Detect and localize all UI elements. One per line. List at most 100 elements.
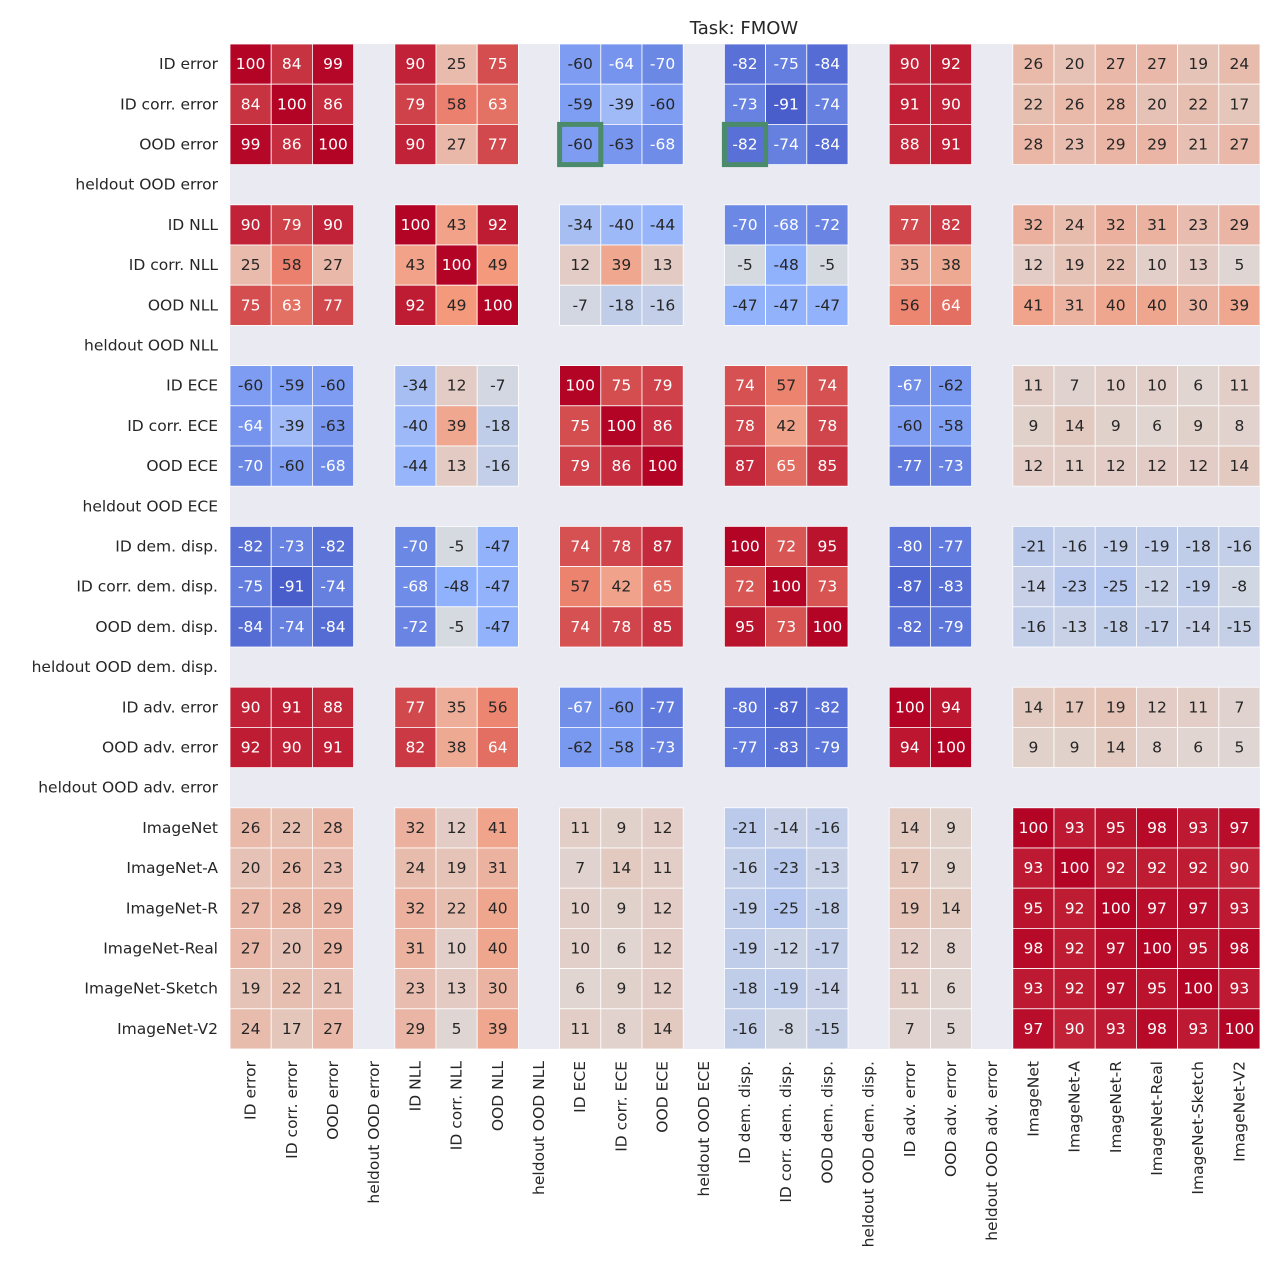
cell-value-label: 40: [1147, 296, 1167, 314]
cell-value-label: 97: [1024, 1020, 1044, 1038]
heatmap-cell: [641, 526, 684, 568]
cell-value-label: 35: [447, 698, 467, 716]
cell-value-label: 74: [818, 377, 838, 395]
cell-value-label: 40: [488, 899, 508, 917]
cell-value-label: -13: [1062, 618, 1087, 636]
heatmap-cell: [1136, 968, 1179, 1010]
cell-value-label: 100: [1225, 1020, 1255, 1038]
x-tick-label-ood-adv-error: OOD adv. error: [942, 1060, 960, 1177]
cell-value-label: 75: [488, 55, 508, 73]
heatmap-cell: [1136, 928, 1179, 970]
x-tick-label-ood-ece: OOD ECE: [654, 1061, 672, 1133]
cell-value-label: 11: [1024, 377, 1044, 395]
cell-value-label: 63: [488, 95, 508, 113]
cell-value-label: 12: [447, 377, 467, 395]
cell-value-label: -72: [815, 216, 840, 234]
heatmap-cell: [394, 43, 437, 85]
x-tick-label-heldout-ood-error: heldout OOD error: [365, 1060, 383, 1203]
cell-value-label: -44: [403, 457, 428, 475]
cell-value-label: 9: [946, 859, 956, 877]
heatmap-cell: [1177, 566, 1220, 608]
heatmap-cell: [1177, 204, 1220, 246]
heatmap-cell: [600, 244, 643, 286]
heatmap-cell: [1177, 284, 1220, 326]
heatmap-cell: [476, 244, 519, 286]
cell-value-label: 9: [616, 819, 626, 837]
cell-value-label: 29: [323, 899, 343, 917]
cell-value-label: 56: [488, 698, 508, 716]
heatmap-cell: [1177, 727, 1220, 769]
heatmap-cell: [270, 606, 313, 648]
heatmap-cell: [930, 526, 973, 568]
cell-value-label: 93: [1024, 980, 1044, 998]
cell-value-label: 7: [905, 1020, 915, 1038]
cell-value-label: 74: [570, 538, 590, 556]
cell-value-label: 58: [282, 256, 302, 274]
heatmap-cell: [435, 807, 478, 849]
cell-value-label: 92: [1065, 980, 1085, 998]
heatmap-cell: [765, 445, 808, 487]
cell-value-label: -77: [938, 538, 963, 556]
cell-value-label: -18: [485, 417, 510, 435]
heatmap-cell: [806, 968, 849, 1010]
heatmap-cell: [806, 204, 849, 246]
cell-value-label: 93: [1106, 1020, 1126, 1038]
cell-value-label: 78: [818, 417, 838, 435]
heatmap-cell: [1012, 204, 1055, 246]
cell-value-label: -5: [737, 256, 752, 274]
heatmap-cell: [724, 124, 767, 166]
cell-value-label: -44: [650, 216, 675, 234]
cell-value-label: 88: [900, 136, 920, 154]
heatmap-cell: [806, 284, 849, 326]
heatmap-cell: [435, 727, 478, 769]
cell-value-label: 39: [447, 417, 467, 435]
heatmap-cell: [641, 807, 684, 849]
heatmap-cell: [559, 526, 602, 568]
heatmap-cell: [1053, 445, 1096, 487]
heatmap-cell: [724, 968, 767, 1010]
heatmap-cell: [270, 887, 313, 929]
x-tick-label-id-corr-ece: ID corr. ECE: [612, 1061, 630, 1152]
heatmap-cell: [930, 928, 973, 970]
cell-value-label: 92: [241, 739, 261, 757]
cell-value-label: 65: [653, 578, 673, 596]
heatmap-cell: [1218, 405, 1261, 447]
cell-value-label: -82: [815, 698, 840, 716]
cell-value-label: 5: [1234, 256, 1244, 274]
heatmap-cell: [930, 727, 973, 769]
heatmap-cell: [1094, 405, 1137, 447]
heatmap-cell: [1094, 606, 1137, 648]
cell-value-label: 91: [900, 95, 920, 113]
cell-value-label: -16: [650, 296, 675, 314]
heatmap-cell: [724, 445, 767, 487]
heatmap-cell: [229, 727, 272, 769]
cell-value-label: 11: [1065, 457, 1085, 475]
cell-value-label: 98: [1147, 819, 1167, 837]
heatmap-cell: [559, 847, 602, 889]
cell-value-label: 14: [900, 819, 920, 837]
cell-value-label: 90: [941, 95, 961, 113]
cell-value-label: -59: [279, 377, 304, 395]
cell-value-label: 78: [612, 618, 632, 636]
cell-value-label: 94: [941, 698, 961, 716]
heatmap-cell: [1218, 365, 1261, 407]
cell-value-label: -40: [609, 216, 634, 234]
heatmap-cell: [930, 284, 973, 326]
cell-value-label: 26: [1024, 55, 1044, 73]
heatmap-cell: [888, 606, 931, 648]
cell-value-label: -12: [1144, 578, 1169, 596]
cell-value-label: 6: [1193, 377, 1203, 395]
heatmap-cell: [1136, 445, 1179, 487]
heatmap-cell: [270, 928, 313, 970]
cell-value-label: 17: [1065, 698, 1085, 716]
highlight-box: [721, 121, 769, 168]
y-tick-label-ood-dem-disp: OOD dem. disp.: [95, 618, 218, 636]
heatmap-cell: [476, 204, 519, 246]
cell-value-label: 12: [1147, 698, 1167, 716]
heatmap-cell: [1218, 526, 1261, 568]
cell-value-label: -91: [279, 578, 304, 596]
y-tick-label-imagenet-a: ImageNet-A: [126, 859, 218, 877]
cell-value-label: 93: [1188, 1020, 1208, 1038]
heatmap-cell: [600, 686, 643, 728]
cell-value-label: 19: [241, 980, 261, 998]
